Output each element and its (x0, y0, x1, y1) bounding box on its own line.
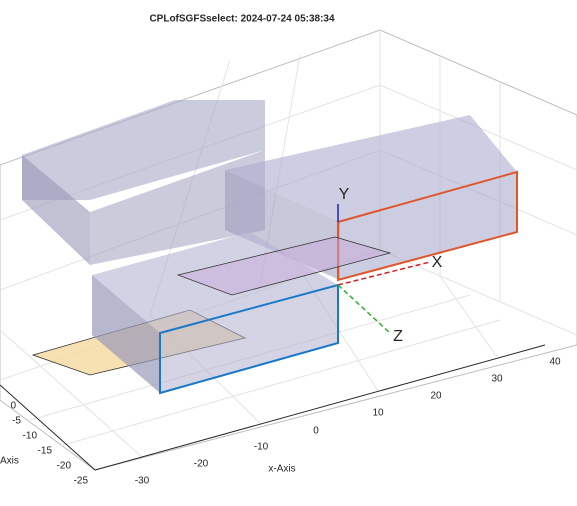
tick-label: -5 (12, 416, 21, 427)
box3-side (92, 275, 160, 393)
box-top (22, 100, 265, 200)
tick-label: -20 (57, 461, 72, 472)
box-side (22, 155, 90, 265)
tick-label: -10 (254, 442, 269, 453)
z-axis-label: Axis (0, 456, 19, 467)
tick-label: 0 (10, 401, 16, 412)
tick-label: -10 (23, 431, 38, 442)
title: CPLofSGFSselect: 2024-07-24 05:38:34 (149, 14, 335, 25)
y-marker: Y (339, 186, 350, 203)
tick-label: 20 (430, 391, 442, 402)
outlined-rect (176, 236, 392, 296)
tick-label: -25 (74, 476, 89, 487)
tick-label: 40 (549, 357, 561, 368)
tick-label: 30 (491, 374, 503, 385)
tick-label: 10 (372, 408, 384, 419)
x-marker: X (432, 254, 443, 271)
tick-label: 0 (313, 426, 319, 437)
tick-label: -20 (194, 459, 209, 470)
box-front (90, 150, 265, 265)
tick-label: -30 (135, 476, 150, 487)
z-arrow (337, 284, 391, 334)
tick-label: -15 (38, 446, 53, 457)
shapes (22, 100, 518, 395)
x-axis-label: x-Axis (268, 464, 295, 475)
z-marker: Z (393, 328, 403, 345)
box2-top (225, 115, 517, 222)
blue-face (159, 283, 339, 395)
